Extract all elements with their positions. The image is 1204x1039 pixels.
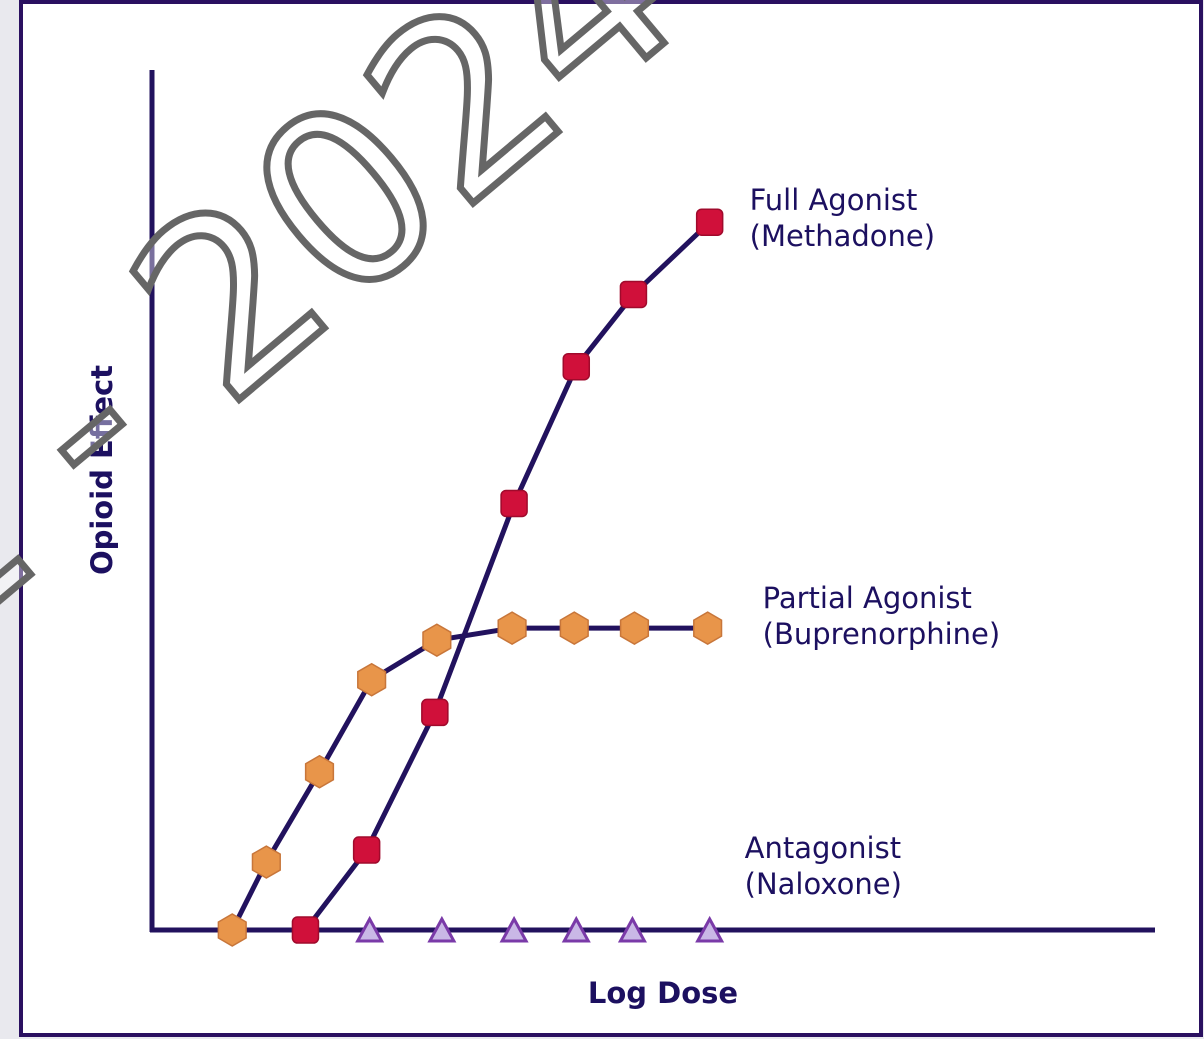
point — [500, 489, 528, 518]
series-label: (Naloxone) — [745, 867, 902, 901]
point — [617, 915, 647, 943]
point — [422, 623, 452, 658]
point — [619, 611, 650, 646]
point — [352, 836, 381, 864]
point — [693, 611, 723, 646]
point — [619, 280, 648, 309]
point — [562, 352, 591, 381]
point — [355, 915, 385, 943]
y-axis-label: Opioid Effect — [85, 365, 119, 575]
x-axis-label: Log Dose — [588, 976, 738, 1010]
point — [561, 915, 591, 943]
plot-area — [149, 70, 1155, 947]
point — [695, 915, 725, 943]
point — [497, 611, 527, 646]
series-label: Full Agonist — [750, 183, 918, 217]
point — [217, 913, 247, 947]
point — [357, 662, 387, 697]
frame — [19, 0, 1203, 1037]
point — [251, 845, 281, 879]
series-label: (Methadone) — [750, 219, 935, 253]
point — [499, 915, 529, 943]
series-label: Partial Agonist — [763, 581, 972, 615]
point — [695, 208, 724, 236]
series-label: (Buprenorphine) — [763, 617, 1001, 651]
point — [304, 754, 335, 789]
point — [427, 915, 457, 943]
point — [559, 611, 589, 646]
point — [421, 698, 449, 727]
point — [291, 916, 320, 944]
series-label: Antagonist — [745, 831, 901, 865]
